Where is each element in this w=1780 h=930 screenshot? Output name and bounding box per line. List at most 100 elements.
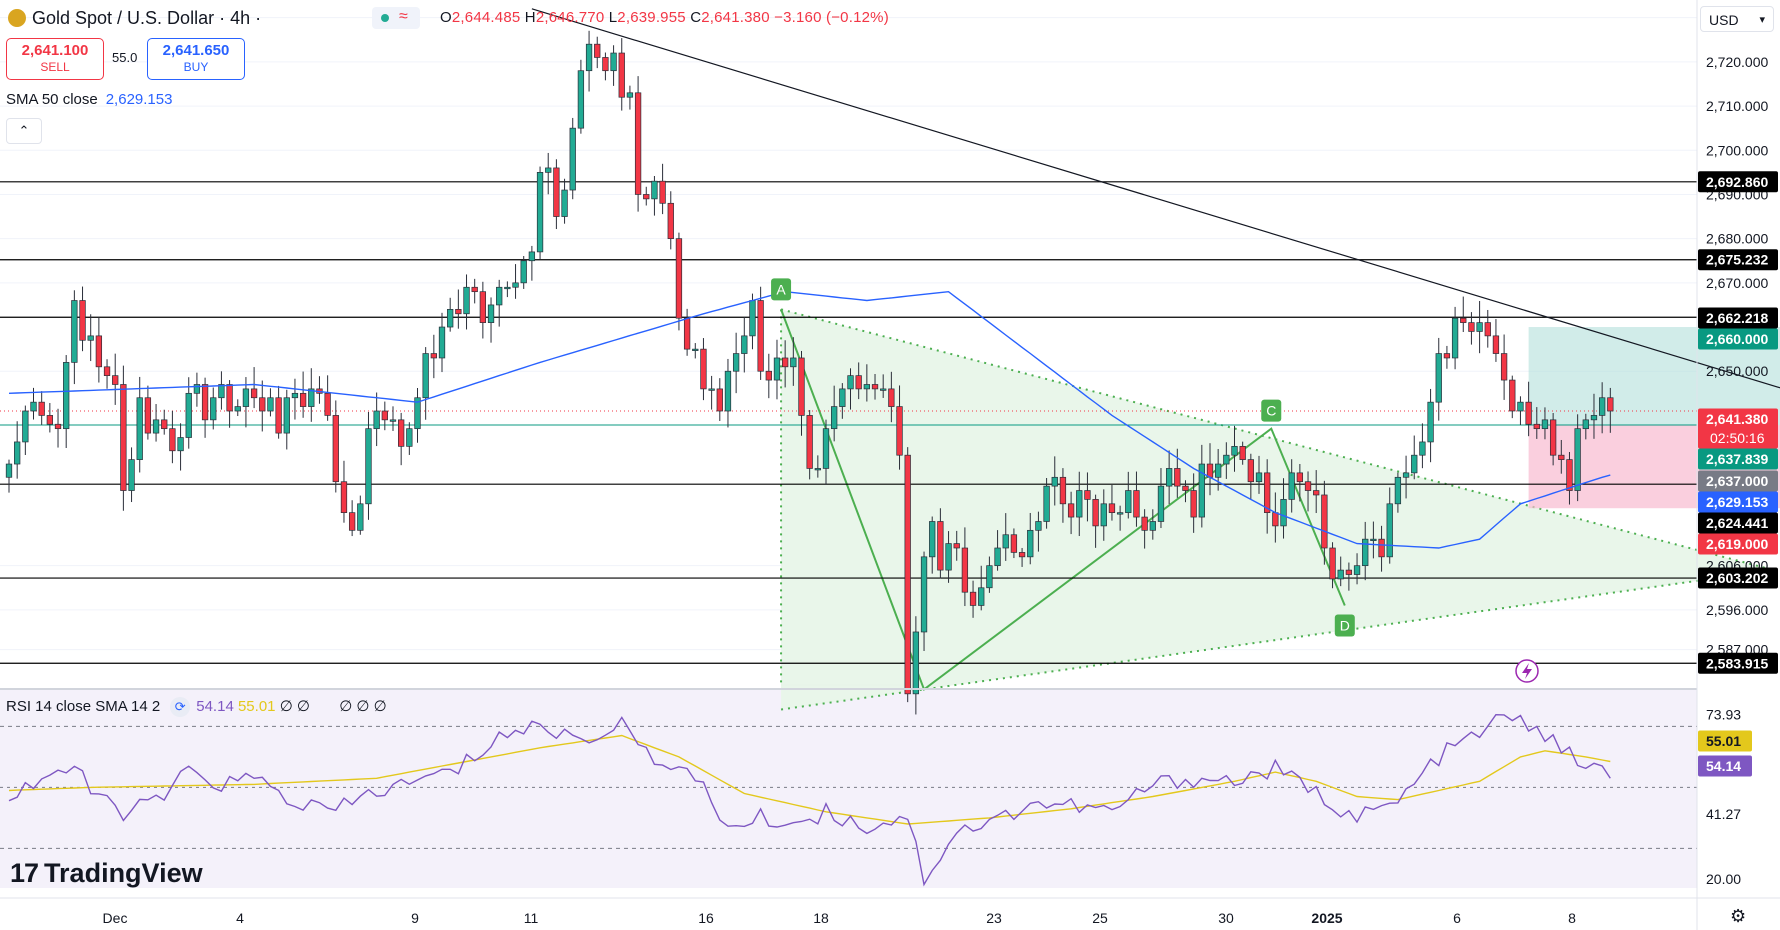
candle-down: [904, 447, 911, 703]
candle-down: [54, 408, 62, 448]
candle-body: [822, 428, 830, 469]
time-axis-label: 9: [411, 910, 419, 926]
candle-body: [1264, 472, 1271, 513]
time-axis[interactable]: Dec 4 9 11 16 18 23 25 30 2025 6 8: [103, 910, 1577, 926]
candle-body: [978, 587, 985, 606]
candle-down: [455, 289, 462, 329]
price-axis-label: 2,710.000: [1706, 98, 1768, 114]
candle-up: [14, 421, 21, 479]
candle-body: [1549, 419, 1557, 456]
rsi-tag-text: 55.01: [1706, 733, 1741, 749]
candle-down: [896, 385, 903, 470]
pattern-label-box: [771, 278, 792, 301]
candle-down: [643, 186, 650, 206]
candle-body: [1280, 499, 1287, 527]
candle-down: [299, 371, 307, 418]
candle-body: [177, 437, 184, 452]
candle-up: [1051, 456, 1058, 506]
lightning-icon[interactable]: [1515, 659, 1539, 683]
candle-body: [1116, 512, 1124, 515]
candle-body: [994, 547, 1001, 567]
candle-down: [1059, 468, 1067, 523]
candle-body: [814, 468, 821, 471]
tv-mark-icon: 17: [10, 858, 39, 888]
candle-body: [839, 388, 846, 407]
candle-body: [422, 353, 429, 399]
pattern-legs: [780, 309, 1346, 692]
rsi-legend[interactable]: RSI 14 close SMA 14 2 ⟳ 54.14 55.01 ∅ ∅ ∅ …: [6, 697, 387, 718]
candle-up: [1574, 414, 1581, 502]
candle-body: [112, 375, 119, 385]
harmonic-pattern[interactable]: [780, 308, 1774, 711]
candle-down: [1443, 345, 1451, 369]
candle-body: [1427, 401, 1434, 443]
refresh-icon[interactable]: ⟳: [170, 697, 191, 718]
price-tag: 2,662.218: [1698, 307, 1778, 329]
candle-up: [1370, 521, 1377, 559]
tradingview-logo[interactable]: 17 TradingView: [10, 858, 203, 889]
price-tag-text: 2,637.839: [1706, 451, 1768, 467]
candle-up: [193, 372, 201, 407]
candle-body: [545, 167, 552, 173]
candle-down: [1329, 542, 1336, 589]
settings-icon[interactable]: ⚙: [1730, 906, 1747, 926]
price-tag-box: [1698, 408, 1778, 449]
candle-up: [569, 117, 576, 200]
price-tag-text: 2,637.000: [1706, 473, 1768, 489]
candle-body: [602, 57, 609, 72]
price-tag-text: 2,692.860: [1706, 174, 1768, 190]
currency-select[interactable]: USD ▾: [1700, 6, 1774, 32]
time-axis-label: 18: [813, 910, 829, 926]
candle-body: [626, 92, 634, 98]
time-axis-label: 25: [1092, 910, 1108, 926]
symbol-title[interactable]: Gold Spot / U.S. Dollar · 4h ·: [32, 8, 262, 28]
rsi-value-tag: 55.01: [1698, 730, 1752, 752]
candle-body: [1337, 569, 1344, 580]
sell-price: 2,641.100: [21, 42, 89, 59]
candle-body: [1108, 503, 1116, 513]
candle-body: [700, 348, 707, 390]
sell-button[interactable]: 2,641.100 SELL: [6, 38, 104, 80]
candle-body: [250, 388, 258, 399]
candle-body: [210, 397, 217, 421]
candle-up: [1215, 448, 1222, 491]
candle-body: [1247, 459, 1254, 483]
candle-body: [1231, 446, 1238, 456]
candle-up: [986, 556, 993, 593]
candle-body: [855, 375, 862, 390]
chevron-up-icon: ⌃: [18, 123, 30, 138]
rsi-tag-text: 54.14: [1706, 758, 1741, 774]
candle-body: [169, 428, 176, 452]
sma-legend-label: SMA 50 close: [6, 91, 98, 108]
candle-up: [1035, 511, 1042, 552]
candle-body: [1018, 552, 1026, 558]
candle-body: [528, 251, 536, 262]
candle-body: [389, 419, 397, 422]
candle-down: [316, 376, 323, 404]
candle-up: [545, 152, 552, 195]
horizontal-levels[interactable]: [0, 181, 1697, 664]
candle-body: [275, 397, 282, 434]
candle-body: [749, 300, 756, 337]
candle-up: [1198, 444, 1205, 528]
candle-down: [937, 508, 944, 579]
pattern-label-c: C: [1261, 399, 1282, 422]
candle-body: [1296, 472, 1304, 483]
market-status[interactable]: ≈: [372, 7, 420, 29]
candle-body: [585, 43, 593, 72]
candle-down: [1549, 412, 1557, 466]
price-tag: 2,629.153: [1698, 491, 1778, 513]
buy-button[interactable]: 2,641.650 BUY: [147, 38, 245, 80]
candle-body: [741, 335, 748, 354]
candle-down: [1018, 547, 1026, 567]
candle-up: [1223, 442, 1230, 479]
candle-up: [136, 376, 143, 473]
candle-down: [634, 76, 642, 212]
sma-legend[interactable]: SMA 50 close 2,629.153: [6, 91, 172, 108]
collapse-legend-button[interactable]: ⌃: [6, 118, 42, 144]
trendline[interactable]: [531, 8, 1780, 393]
candle-up: [978, 565, 985, 611]
candle-down: [1304, 471, 1312, 512]
price-tag: 2,641.380 02:50:16: [1698, 408, 1778, 449]
